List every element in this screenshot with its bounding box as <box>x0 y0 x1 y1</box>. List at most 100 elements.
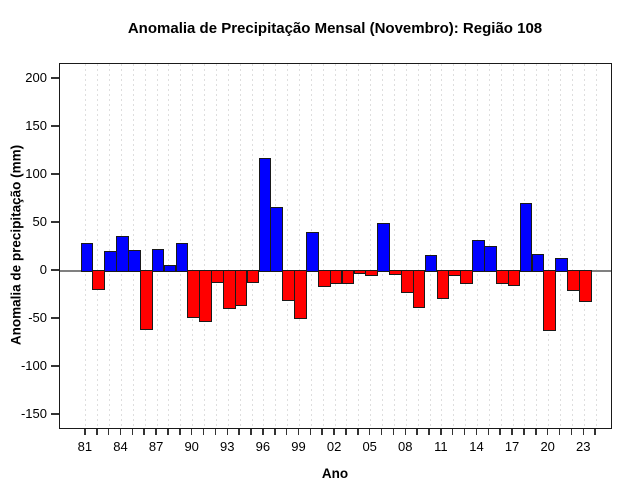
y-tick--150 <box>51 413 59 415</box>
x-tick-2018 <box>523 428 525 435</box>
x-tick-2008 <box>404 428 407 435</box>
bar-2009 <box>412 270 426 308</box>
bar-1985 <box>128 249 141 272</box>
gridline-2023 <box>583 64 585 428</box>
x-tick-1997 <box>274 428 276 435</box>
x-tick-2017 <box>511 428 513 435</box>
x-tick-2016 <box>499 428 501 435</box>
bar-1995 <box>246 270 260 283</box>
bar-1992 <box>211 270 224 283</box>
bar-2001 <box>317 270 331 288</box>
gridline-2008 <box>405 64 407 428</box>
x-tick-1989 <box>179 428 181 435</box>
bar-2022 <box>567 270 580 292</box>
x-tick-2024 <box>594 428 596 435</box>
bar-2020 <box>543 270 556 331</box>
gridline-1986 <box>144 64 146 428</box>
x-tick-label-2005: 05 <box>362 439 377 454</box>
x-tick-label-1996: 96 <box>255 439 271 454</box>
bar-2005 <box>365 270 378 276</box>
gridline-2021 <box>560 64 562 428</box>
bar-1986 <box>139 270 153 330</box>
x-tick-2013 <box>463 428 466 435</box>
plot-area <box>59 63 612 429</box>
bar-1991 <box>199 270 212 322</box>
gridline-2020 <box>548 64 550 428</box>
x-tick-2020 <box>546 428 549 435</box>
x-tick-2000 <box>309 428 312 435</box>
bar-2021 <box>555 257 568 272</box>
x-tick-2005 <box>368 428 371 435</box>
bar-2023 <box>578 270 592 302</box>
bar-2018 <box>519 202 533 272</box>
gridline-2011 <box>441 64 443 428</box>
y-tick-0 <box>51 269 59 271</box>
bar-1988 <box>163 265 177 272</box>
gridline-1998 <box>287 64 289 428</box>
y-tick-label--100: -100 <box>20 358 47 373</box>
x-tick-2007 <box>392 428 395 435</box>
x-tick-label-2017: 17 <box>504 439 520 454</box>
x-tick-1988 <box>167 428 169 435</box>
x-tick-1992 <box>214 428 217 435</box>
x-tick-1991 <box>202 428 205 435</box>
gridline-1993 <box>227 64 229 428</box>
gridline-1988 <box>168 64 170 428</box>
x-tick-2001 <box>321 428 323 435</box>
x-tick-1982 <box>96 428 98 435</box>
gridline-2013 <box>465 64 467 428</box>
bar-1993 <box>222 270 236 310</box>
bar-1987 <box>151 248 165 272</box>
gridline-1990 <box>192 64 194 428</box>
x-tick-1993 <box>226 428 229 435</box>
gridline-1985 <box>132 64 134 428</box>
x-tick-1981 <box>84 428 86 435</box>
gridline-2010 <box>429 64 431 428</box>
bar-2007 <box>389 270 402 275</box>
y-tick-150 <box>51 125 59 127</box>
gridline-2001 <box>322 64 324 428</box>
x-tick-2004 <box>357 428 359 435</box>
bar-2006 <box>377 222 390 272</box>
bar-2015 <box>484 246 497 272</box>
bar-1989 <box>175 243 189 272</box>
x-tick-1995 <box>250 428 252 435</box>
y-tick-label--50: -50 <box>28 310 47 325</box>
bar-1983 <box>104 250 117 272</box>
x-tick-1984 <box>119 428 122 435</box>
bar-2000 <box>306 231 319 272</box>
x-tick-2003 <box>345 428 347 435</box>
x-tick-label-1981: 81 <box>77 439 93 454</box>
bar-2010 <box>424 254 438 272</box>
bar-2012 <box>448 270 462 276</box>
x-tick-2019 <box>535 428 537 435</box>
gridline-1991 <box>204 64 206 428</box>
bar-2013 <box>460 270 473 284</box>
gridline-1995 <box>251 64 253 428</box>
bar-2008 <box>400 270 414 294</box>
x-tick-1996 <box>262 428 264 435</box>
x-tick-2022 <box>570 428 573 435</box>
x-tick-label-1999: 99 <box>291 439 306 454</box>
gridline-1987 <box>156 64 158 428</box>
y-tick-label--150: -150 <box>20 406 47 421</box>
y-tick-label-200: 200 <box>25 70 47 85</box>
bar-1982 <box>92 270 106 291</box>
x-tick-2002 <box>333 428 335 435</box>
x-tick-1986 <box>143 428 145 435</box>
y-tick-label-150: 150 <box>25 118 47 133</box>
x-tick-label-1990: 90 <box>184 439 199 454</box>
x-tick-2021 <box>558 428 561 435</box>
bar-2004 <box>353 270 367 274</box>
x-tick-label-2002: 02 <box>326 439 342 454</box>
x-tick-label-1987: 87 <box>148 439 164 454</box>
x-tick-2010 <box>428 428 430 435</box>
x-tick-2009 <box>416 428 418 435</box>
y-tick--100 <box>51 365 59 367</box>
bar-1984 <box>116 236 129 272</box>
bar-2017 <box>507 270 521 287</box>
x-tick-1994 <box>238 428 240 435</box>
gridline-2009 <box>417 64 419 428</box>
bar-2002 <box>329 270 343 285</box>
